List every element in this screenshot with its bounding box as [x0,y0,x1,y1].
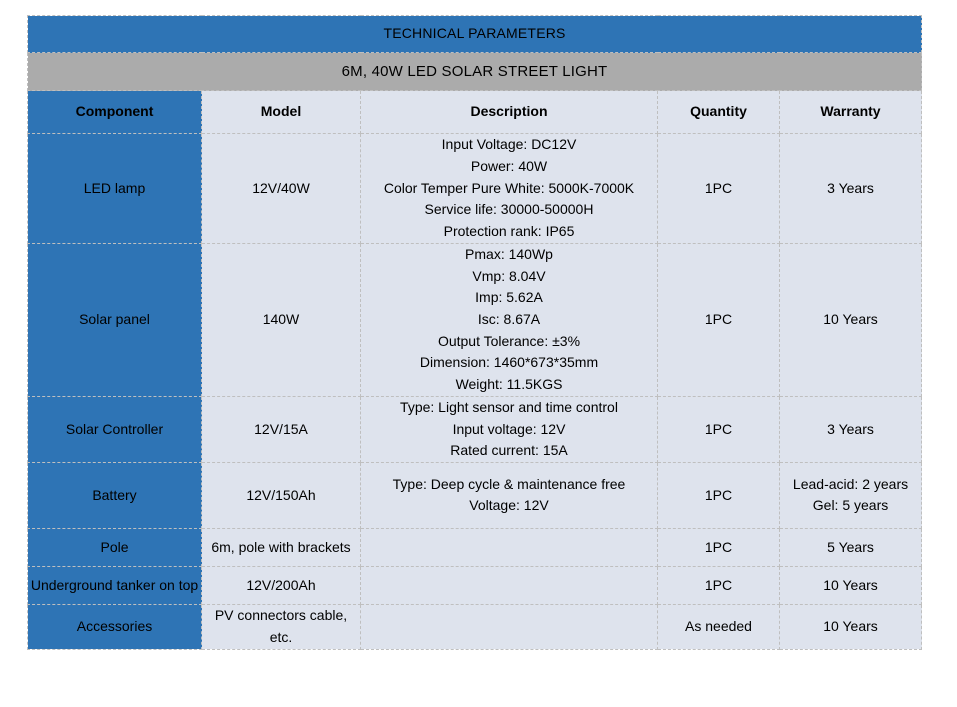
component-cell: Solar panel [27,243,202,397]
warranty-cell: 3 Years [778,133,923,244]
description-cell: Pmax: 140Wp Vmp: 8.04V Imp: 5.62A Isc: 8… [360,243,658,397]
model-cell: 140W [201,243,361,397]
warranty-cell: Lead-acid: 2 years Gel: 5 years [778,461,923,529]
row-solar-controller: Solar Controller 12V/15A Type: Light sen… [27,395,923,463]
row-accessories: Accessories PV connectors cable, etc. As… [27,603,923,650]
column-header-row: Component Model Description Quantity War… [27,90,923,134]
component-cell: Underground tanker on top [27,565,202,605]
row-pole: Pole 6m, pole with brackets 1PC 5 Years [27,527,923,567]
description-cell: Type: Light sensor and time control Inpu… [360,395,658,463]
quantity-cell: 1PC [657,133,780,244]
quantity-cell: 1PC [657,527,780,567]
model-cell: PV connectors cable, etc. [201,603,361,650]
col-header-warranty: Warranty [778,90,923,134]
table-title: TECHNICAL PARAMETERS [26,15,923,53]
quantity-cell: 1PC [657,461,780,529]
model-cell: 6m, pole with brackets [201,527,361,567]
description-cell: Input Voltage: DC12V Power: 40W Color Te… [360,133,658,244]
description-cell [360,527,658,567]
warranty-cell: 10 Years [778,243,923,397]
quantity-cell: 1PC [657,243,780,397]
technical-parameters-table: TECHNICAL PARAMETERS 6M, 40W LED SOLAR S… [26,15,923,650]
warranty-cell: 3 Years [778,395,923,463]
model-cell: 12V/150Ah [201,461,361,529]
component-cell: Pole [27,527,202,567]
component-cell: Battery [27,461,202,529]
description-cell [360,603,658,650]
quantity-cell: As needed [657,603,780,650]
component-cell: Solar Controller [27,395,202,463]
row-battery: Battery 12V/150Ah Type: Deep cycle & mai… [27,461,923,529]
row-underground-tanker: Underground tanker on top 12V/200Ah 1PC … [27,565,923,605]
col-header-model: Model [201,90,361,134]
warranty-cell: 10 Years [778,565,923,605]
warranty-cell: 10 Years [778,603,923,650]
col-header-quantity: Quantity [657,90,780,134]
quantity-cell: 1PC [657,395,780,463]
col-header-component: Component [27,90,202,134]
component-cell: LED lamp [27,133,202,244]
table-subtitle: 6M, 40W LED SOLAR STREET LIGHT [26,52,923,91]
description-cell [360,565,658,605]
warranty-cell: 5 Years [778,527,923,567]
model-cell: 12V/200Ah [201,565,361,605]
description-cell: Type: Deep cycle & maintenance free Volt… [360,461,658,529]
col-header-description: Description [360,90,658,134]
table-subtitle-row: 6M, 40W LED SOLAR STREET LIGHT [26,52,923,91]
row-led-lamp: LED lamp 12V/40W Input Voltage: DC12V Po… [27,133,923,244]
quantity-cell: 1PC [657,565,780,605]
model-cell: 12V/40W [201,133,361,244]
row-solar-panel: Solar panel 140W Pmax: 140Wp Vmp: 8.04V … [27,243,923,397]
table-title-row: TECHNICAL PARAMETERS [26,15,923,53]
component-cell: Accessories [27,603,202,650]
model-cell: 12V/15A [201,395,361,463]
